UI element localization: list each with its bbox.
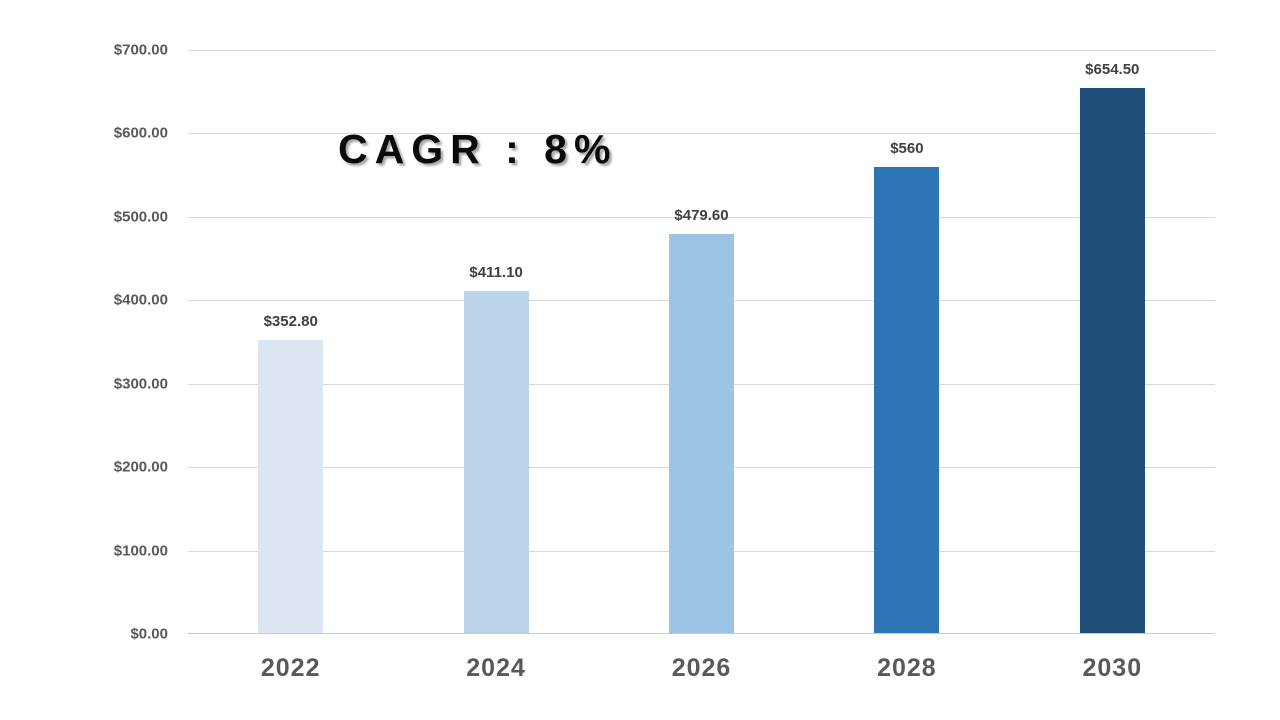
x-tick-label-2024: 2024 [466, 654, 526, 682]
bar-2028 [874, 166, 940, 633]
bar-2024 [463, 291, 529, 633]
bar-2030 [1079, 87, 1145, 633]
gridline-500 [188, 216, 1215, 218]
y-tick-label-200: $200.00 [113, 458, 168, 476]
bar-value-label-2024: $411.10 [469, 264, 523, 282]
bar-2026 [669, 233, 734, 633]
x-tick-label-2030: 2030 [1082, 654, 1143, 682]
bar-value-label-2030: $654.50 [1085, 60, 1140, 78]
bar-value-label-2026: $479.60 [674, 206, 729, 224]
cagr-annotation: CAGR : 8% [338, 126, 618, 172]
x-tick-label-2022: 2022 [260, 654, 321, 682]
y-tick-label-400: $400.00 [113, 291, 168, 309]
x-axis-line [188, 633, 1215, 634]
bar-value-label-2022: $352.80 [263, 312, 318, 330]
bar-2022 [258, 339, 324, 633]
x-tick-label-2028: 2028 [877, 654, 937, 682]
y-tick-label-600: $600.00 [113, 124, 168, 142]
bar-value-label-2028: $560 [890, 139, 924, 157]
y-tick-label-700: $700.00 [113, 41, 168, 59]
gridline-600 [188, 133, 1215, 135]
x-tick-label-2026: 2026 [671, 654, 732, 682]
gridline-700 [188, 50, 1215, 51]
y-tick-label-500: $500.00 [113, 208, 168, 226]
y-tick-label-100: $100.00 [113, 542, 168, 560]
y-tick-label-0: $0.00 [130, 625, 168, 643]
plot-area: $0.00 $100.00 $200.00 $300.00 $400.00 $500.00… [114, 42, 1215, 682]
y-tick-label-300: $300.00 [113, 375, 168, 393]
